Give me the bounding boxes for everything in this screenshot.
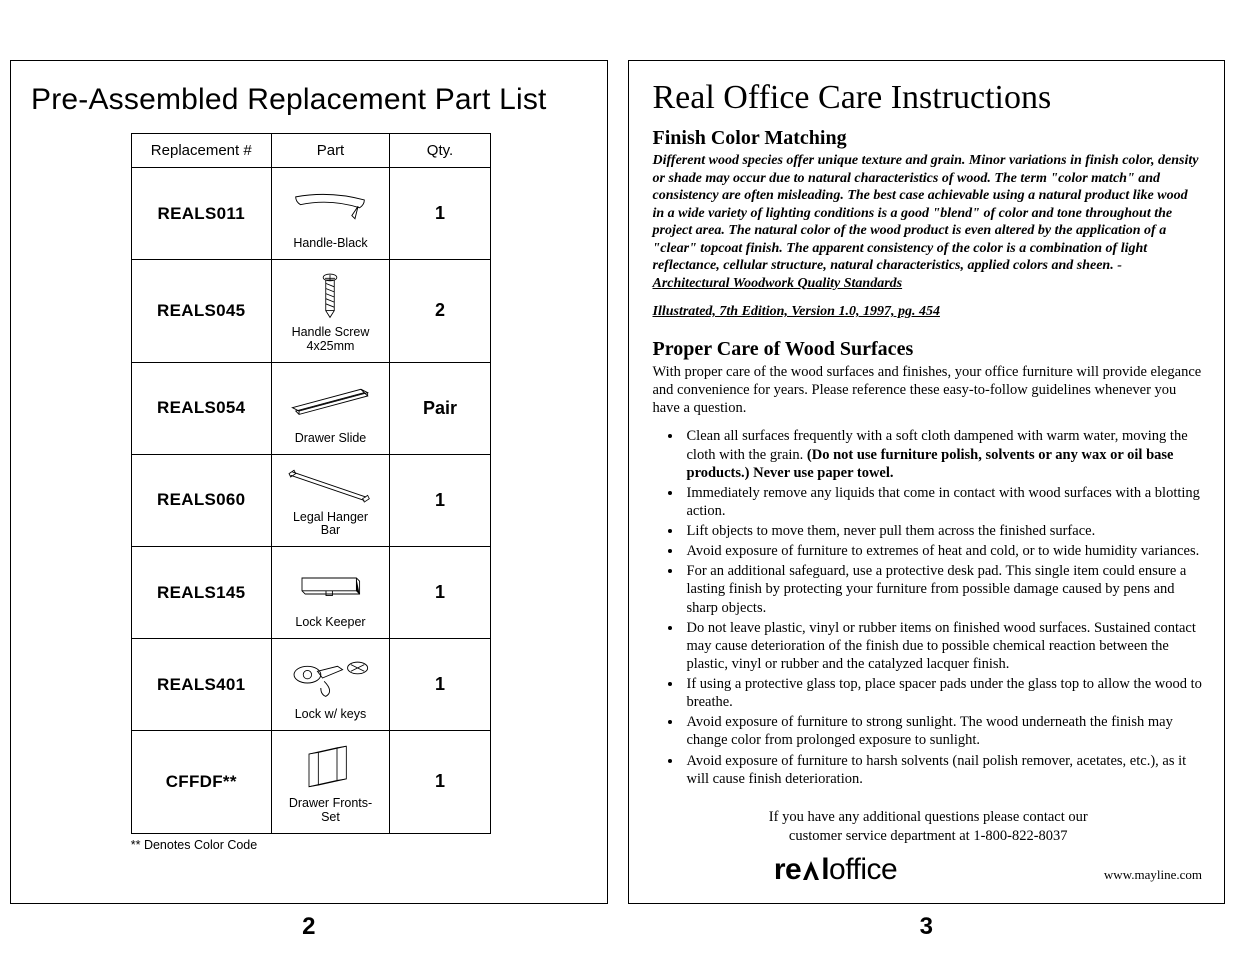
- hanger-icon: [282, 465, 379, 509]
- list-item: For an additional safeguard, use a prote…: [683, 562, 1205, 616]
- table-row: REALS401 Lock w/ keys 1: [131, 639, 490, 731]
- part-caption: Legal Hanger Bar: [282, 511, 379, 539]
- contact-block: If you have any additional questions ple…: [653, 808, 1205, 846]
- table-row: REALS060 Legal Hanger Bar 1: [131, 454, 490, 547]
- part-caption: Handle-Black: [293, 237, 367, 251]
- page-right: Real Office Care Instructions Finish Col…: [628, 60, 1226, 904]
- logo-al: l: [821, 853, 829, 887]
- part-caption: Drawer Slide: [295, 432, 367, 446]
- list-item: Avoid exposure of furniture to extremes …: [683, 542, 1205, 560]
- table-row: REALS054 Drawer Slide Pair: [131, 362, 490, 454]
- contact-line-2: customer service department at 1-800-822…: [789, 828, 1068, 844]
- page-title-right: Real Office Care Instructions: [653, 79, 1205, 117]
- part-caption: Lock Keeper: [295, 616, 365, 630]
- contact-line-1: If you have any additional questions ple…: [769, 809, 1088, 825]
- page-number-right: 3: [920, 913, 933, 941]
- list-item: If using a protective glass top, place s…: [683, 675, 1205, 711]
- parts-table-wrap: Replacement # Part Qty. REALS011 Handle-B…: [131, 133, 491, 852]
- cell-qty: 1: [390, 731, 491, 834]
- cell-replacement: REALS060: [131, 454, 271, 547]
- th-part: Part: [271, 134, 389, 168]
- cell-qty: 1: [390, 547, 491, 639]
- part-caption: Lock w/ keys: [295, 708, 367, 722]
- footnote: ** Denotes Color Code: [131, 838, 491, 852]
- finish-heading: Finish Color Matching: [653, 127, 1205, 150]
- list-item: Do not leave plastic, vinyl or rubber it…: [683, 619, 1205, 673]
- screw-icon: [282, 270, 379, 324]
- fronts-icon: [282, 741, 379, 795]
- logo-row: reloffice www.mayline.com: [653, 853, 1205, 887]
- cell-part: Legal Hanger Bar: [271, 454, 389, 547]
- cell-part: Handle Screw4x25mm: [271, 260, 389, 363]
- page-number-left: 2: [302, 913, 315, 941]
- list-item: Clean all surfaces frequently with a sof…: [683, 427, 1205, 481]
- parts-table: Replacement # Part Qty. REALS011 Handle-B…: [131, 133, 491, 834]
- table-row: REALS011 Handle-Black 1: [131, 168, 490, 260]
- logo-re: re: [774, 853, 801, 887]
- finish-illustrated: Illustrated, 7th Edition, Version 1.0, 1…: [653, 304, 940, 320]
- table-row: REALS045 Handle Screw4x25mm 2: [131, 260, 490, 363]
- part-caption: Drawer Fronts-Set: [282, 797, 379, 825]
- cell-qty: 2: [390, 260, 491, 363]
- cell-replacement: REALS045: [131, 260, 271, 363]
- page-left: Pre-Assembled Replacement Part List Repl…: [10, 60, 608, 904]
- logo-office: office: [829, 853, 897, 887]
- realoffice-logo: reloffice: [774, 853, 897, 887]
- care-heading: Proper Care of Wood Surfaces: [653, 338, 1205, 361]
- finish-body: Different wood species offer unique text…: [653, 152, 1201, 292]
- th-qty: Qty.: [390, 134, 491, 168]
- keeper-icon: [282, 557, 379, 614]
- cell-replacement: REALS054: [131, 362, 271, 454]
- slide-icon: [282, 373, 379, 430]
- cell-qty: 1: [390, 168, 491, 260]
- list-item: Avoid exposure of furniture to strong su…: [683, 713, 1205, 749]
- cell-replacement: REALS011: [131, 168, 271, 260]
- cell-qty: 1: [390, 639, 491, 731]
- cell-part: Drawer Slide: [271, 362, 389, 454]
- care-intro: With proper care of the wood surfaces an…: [653, 363, 1205, 417]
- logo-a-icon: [800, 858, 822, 882]
- table-row: REALS145 Lock Keeper 1: [131, 547, 490, 639]
- handle-icon: [282, 178, 379, 235]
- cell-replacement: CFFDF**: [131, 731, 271, 834]
- cell-part: Lock Keeper: [271, 547, 389, 639]
- lock-icon: [282, 649, 379, 706]
- cell-part: Handle-Black: [271, 168, 389, 260]
- cell-replacement: REALS401: [131, 639, 271, 731]
- cell-qty: 1: [390, 454, 491, 547]
- list-item: Immediately remove any liquids that come…: [683, 484, 1205, 520]
- list-item: Lift objects to move them, never pull th…: [683, 522, 1205, 540]
- th-replacement: Replacement #: [131, 134, 271, 168]
- page-title-left: Pre-Assembled Replacement Part List: [31, 83, 587, 117]
- cell-part: Lock w/ keys: [271, 639, 389, 731]
- care-list: Clean all surfaces frequently with a sof…: [683, 427, 1205, 787]
- table-row: CFFDF** Drawer Fronts-Set 1: [131, 731, 490, 834]
- finish-source: Architectural Woodwork Quality Standards: [653, 276, 903, 291]
- finish-text: Different wood species offer unique text…: [653, 153, 1199, 273]
- list-item: Avoid exposure of furniture to harsh sol…: [683, 752, 1205, 788]
- url: www.mayline.com: [1104, 867, 1202, 887]
- part-caption: Handle Screw4x25mm: [292, 326, 370, 354]
- cell-part: Drawer Fronts-Set: [271, 731, 389, 834]
- cell-qty: Pair: [390, 362, 491, 454]
- cell-replacement: REALS145: [131, 547, 271, 639]
